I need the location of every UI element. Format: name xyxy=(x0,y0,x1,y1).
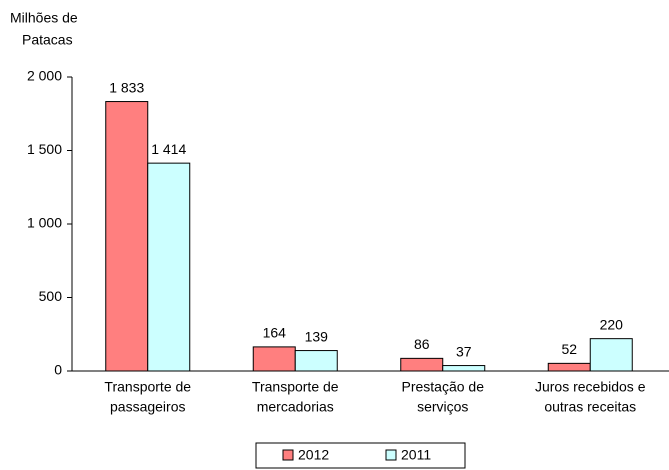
legend-box xyxy=(255,442,466,469)
y-axis-label: Milhões de xyxy=(10,10,78,26)
x-tick-label: serviços xyxy=(417,399,468,415)
value-label: 1 414 xyxy=(151,141,186,157)
x-tick-label: Prestação de xyxy=(402,379,485,395)
x-tick-label: mercadorias xyxy=(257,399,334,415)
bar xyxy=(547,362,591,372)
value-label: 1 833 xyxy=(109,79,144,95)
bar xyxy=(252,346,296,372)
y-axis-label: Patacas xyxy=(22,32,73,48)
y-tick-label: 1 500 xyxy=(27,141,62,157)
value-label: 164 xyxy=(263,325,287,341)
bar xyxy=(442,365,486,372)
legend-label: 2011 xyxy=(401,447,431,463)
y-tick-label: 500 xyxy=(39,288,63,304)
x-tick-label: Transporte de xyxy=(104,379,191,395)
value-label: 139 xyxy=(305,328,329,344)
value-label: 86 xyxy=(414,336,430,352)
legend-label: 2012 xyxy=(298,447,329,463)
value-label: 52 xyxy=(561,341,577,357)
legend-swatch xyxy=(385,449,397,461)
bar xyxy=(147,162,191,372)
value-label: 220 xyxy=(600,316,624,332)
y-tick-label: 1 000 xyxy=(27,215,62,231)
bar xyxy=(400,357,444,372)
x-tick-label: outras receitas xyxy=(544,399,636,415)
value-label: 37 xyxy=(456,343,472,359)
y-tick-label: 0 xyxy=(54,362,62,378)
bar xyxy=(105,101,149,372)
x-tick-label: Juros recebidos e xyxy=(535,379,646,395)
x-tick-label: Transporte de xyxy=(252,379,339,395)
legend-swatch xyxy=(282,449,294,461)
y-tick-label: 2 000 xyxy=(27,68,62,84)
x-tick-label: passageiros xyxy=(110,399,186,415)
bar xyxy=(589,338,633,372)
bar xyxy=(294,350,338,372)
